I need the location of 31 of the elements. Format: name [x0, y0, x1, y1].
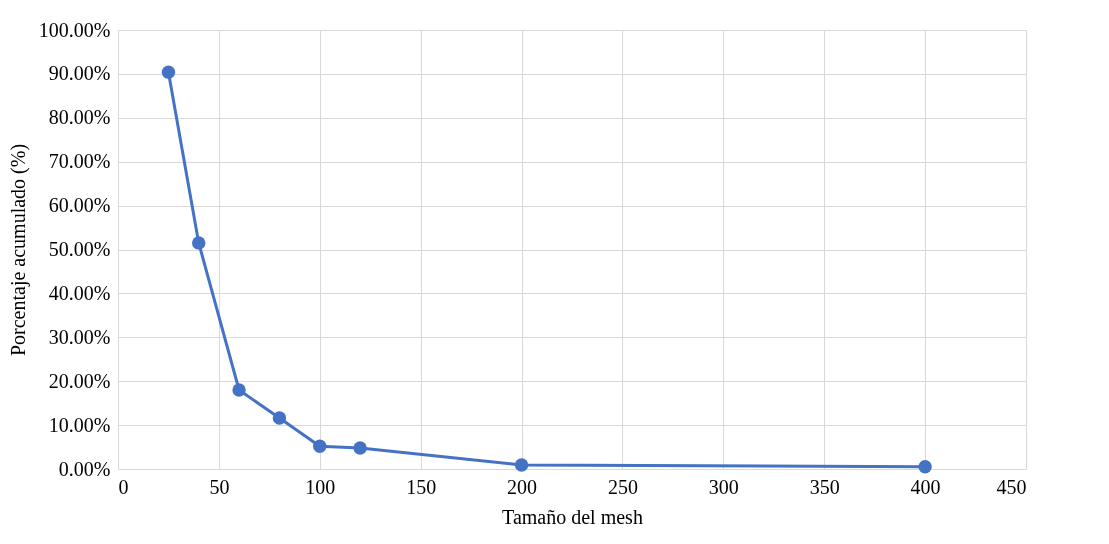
y-tick-label: 20.00% [48, 369, 111, 392]
y-tick-label: 80.00% [48, 106, 111, 129]
point [192, 236, 206, 250]
y-tick-label: 60.00% [48, 194, 111, 217]
x-tick-label: 200 [507, 475, 538, 498]
x-tick-label: 400 [910, 475, 941, 498]
y-tick-label: 0.00% [58, 457, 111, 480]
x-axis-title: Tamaño del mesh [502, 505, 643, 528]
point [232, 383, 246, 397]
point [161, 65, 176, 79]
y-tick-label: 70.00% [48, 150, 111, 173]
x-tick-label: 0 [118, 475, 129, 498]
x-tick-label: 50 [209, 475, 230, 498]
y-tick-label: 10.00% [48, 413, 111, 436]
x-tick-label: 150 [406, 475, 437, 498]
point [272, 411, 287, 425]
x-tick-label: 450 [996, 475, 1027, 498]
point [514, 458, 529, 472]
y-tick-label: 40.00% [48, 281, 111, 304]
y-tick-label: 30.00% [48, 325, 111, 348]
x-tick-label: 300 [708, 475, 739, 498]
x-tick-label: 250 [607, 475, 638, 498]
y-tick-label: 100.00% [38, 18, 111, 41]
point [313, 439, 327, 453]
x-tick-label: 350 [809, 475, 840, 498]
x-tick-label: 100 [305, 475, 336, 498]
point [918, 460, 932, 474]
y-tick-label: 90.00% [48, 62, 111, 85]
point [353, 441, 367, 455]
y-axis-title: Porcentaje acumulado (%) [6, 143, 30, 357]
y-tick-label: 50.00% [48, 238, 111, 260]
